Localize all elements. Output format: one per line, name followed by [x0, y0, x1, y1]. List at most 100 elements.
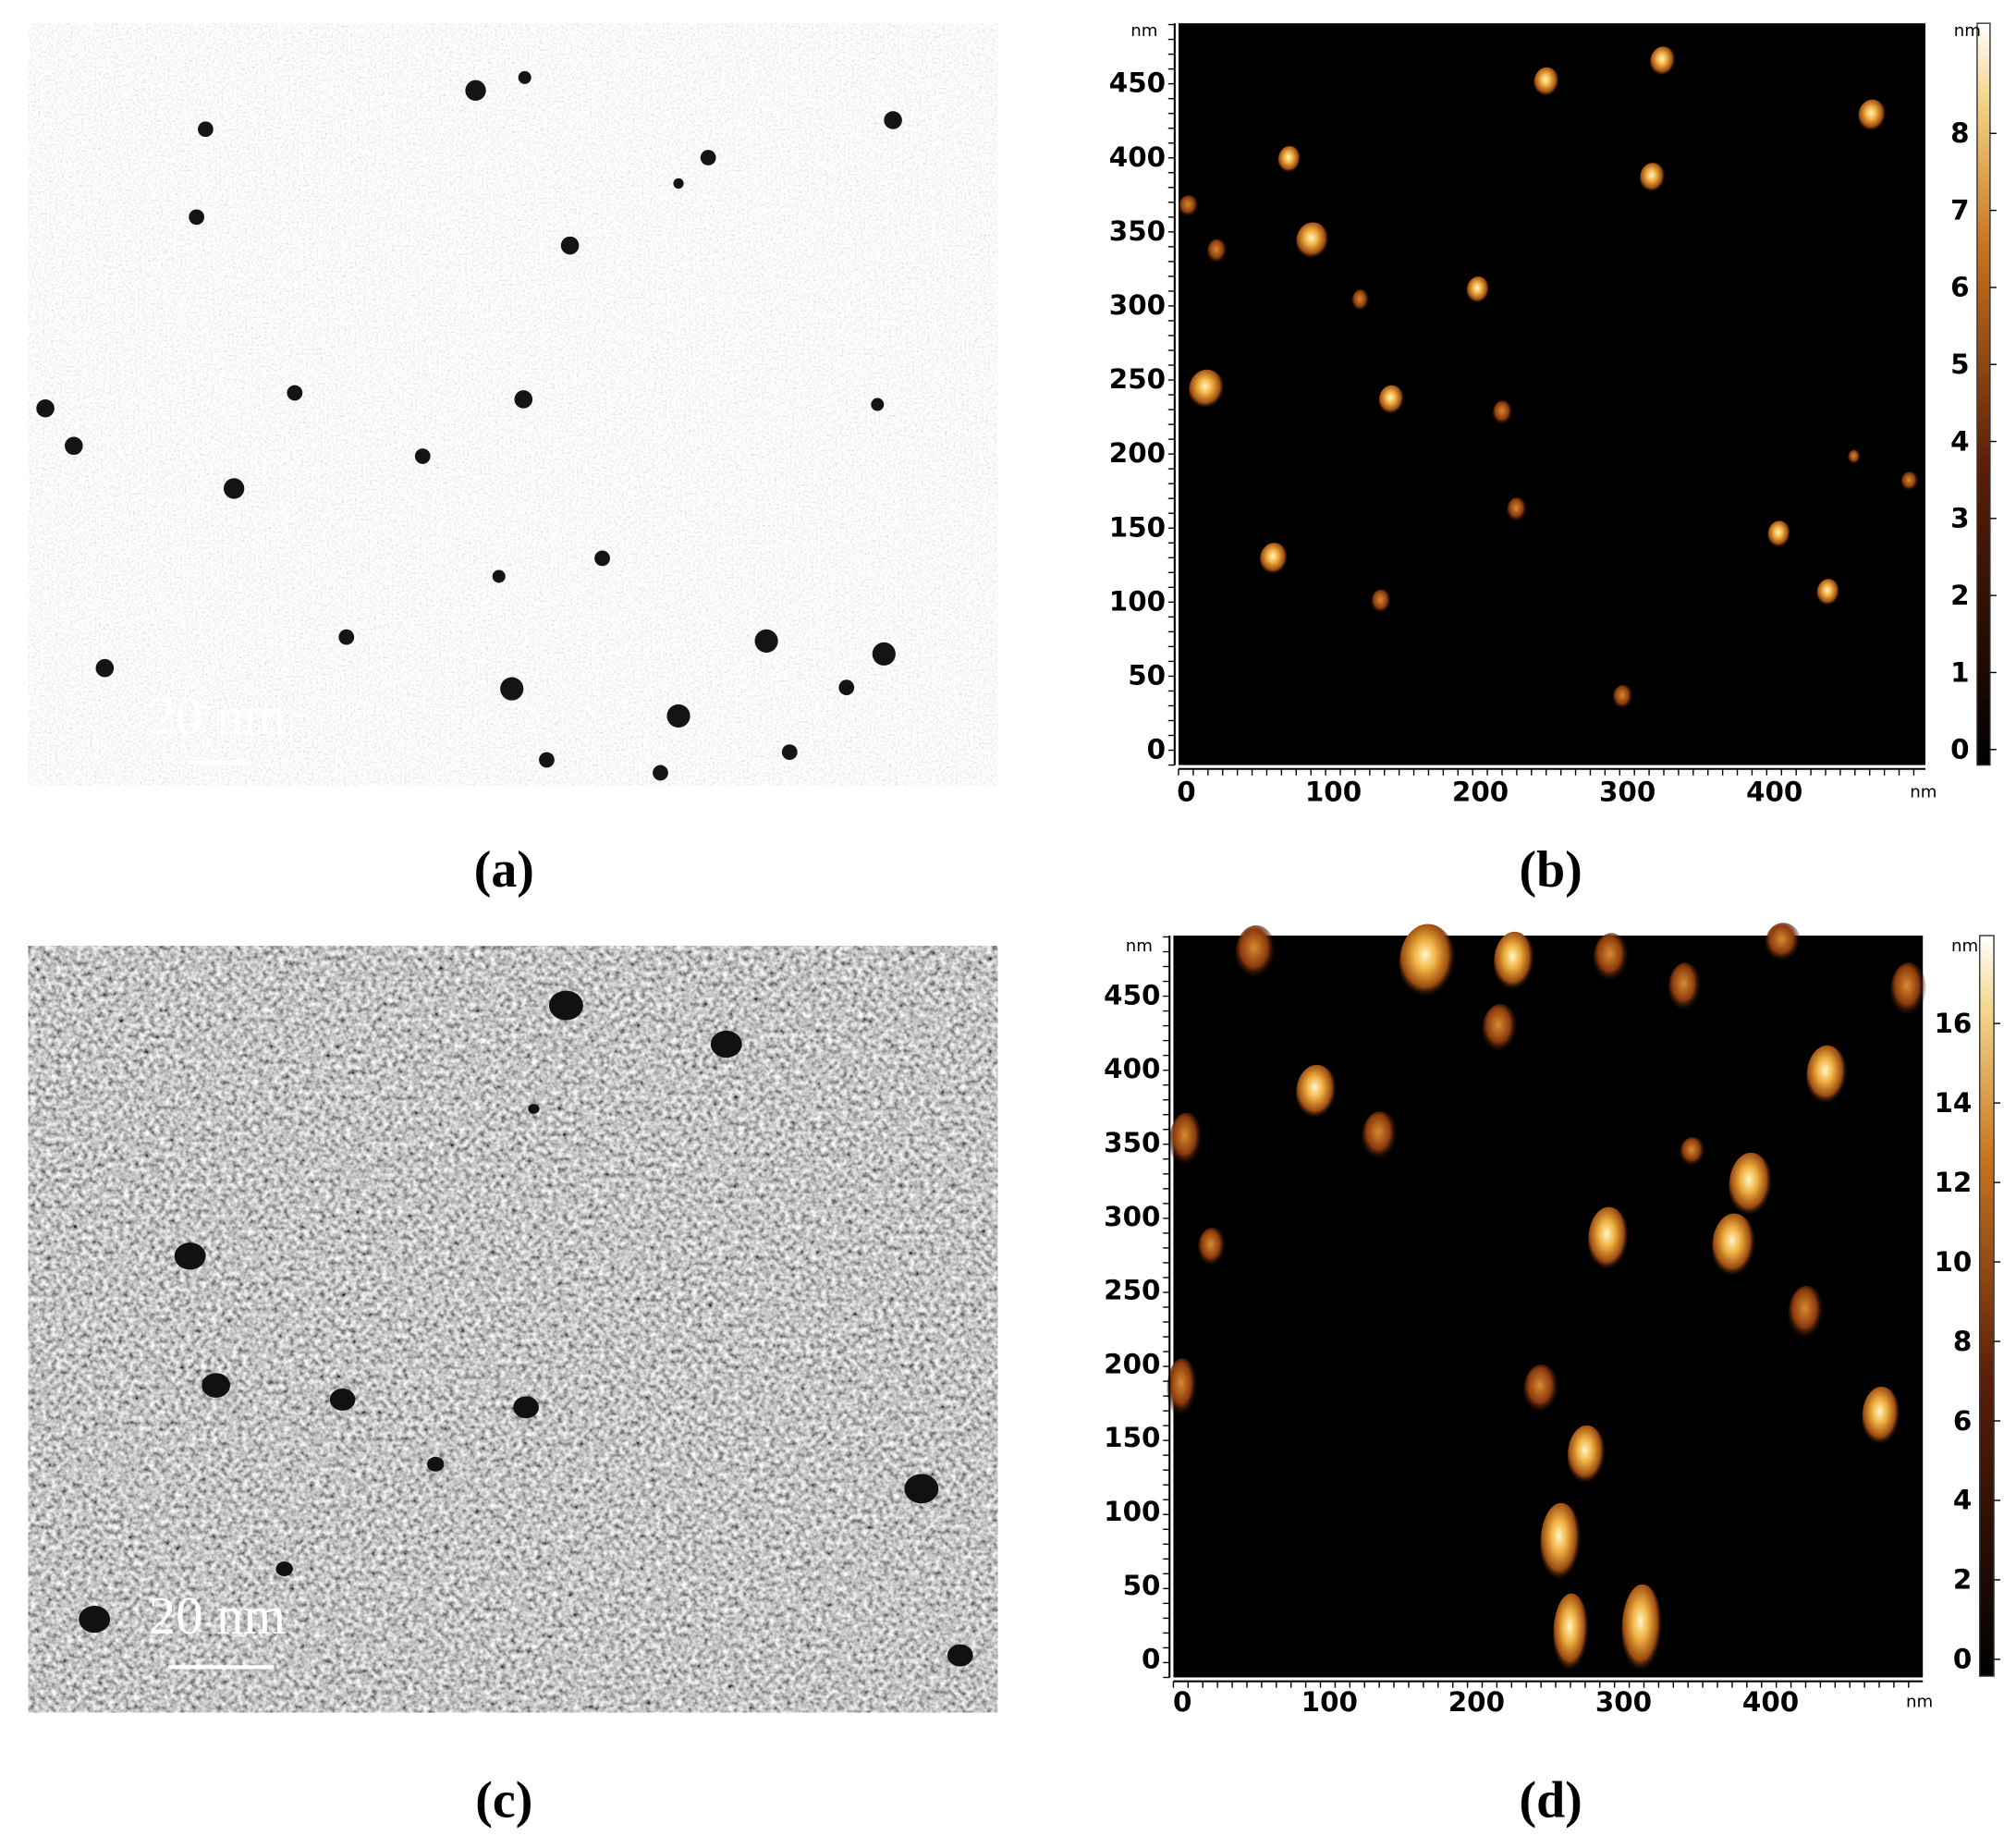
particle [1167, 1358, 1198, 1421]
tem-image [28, 23, 998, 786]
scale-bar-label: 20 nm [149, 1585, 286, 1646]
particle [528, 1104, 540, 1114]
particle [518, 70, 531, 84]
colorbar-tick-label: 3 [1950, 503, 1969, 534]
particle [198, 121, 214, 138]
particle [1235, 924, 1277, 983]
y-tick-label: 200 [1104, 1348, 1160, 1379]
particle [1765, 923, 1802, 964]
particle [1371, 589, 1392, 616]
y-tick-label: 100 [1104, 1496, 1160, 1527]
colorbar-tick-label: 8 [1950, 117, 1969, 149]
particle [1189, 369, 1226, 411]
colorbar-tick-label: 0 [1950, 734, 1969, 765]
particle [1206, 239, 1228, 265]
x-tick-label: 400 [1746, 777, 1802, 808]
particle [287, 385, 303, 401]
particle [1169, 1112, 1203, 1170]
x-tick-label: 200 [1452, 777, 1509, 808]
particle [754, 629, 778, 653]
particle [1179, 195, 1200, 219]
x-tick-label: 200 [1448, 1686, 1505, 1718]
particle [1621, 1584, 1664, 1678]
particle [1197, 1228, 1227, 1269]
particle [1858, 99, 1888, 133]
particle [560, 236, 580, 255]
particles [79, 990, 973, 1667]
particle [36, 398, 55, 418]
particle [1296, 1064, 1338, 1122]
particle [1523, 1365, 1560, 1417]
y-tick-label: 250 [1104, 1275, 1160, 1306]
colorbar-tick-label: 12 [1934, 1167, 1972, 1198]
particle [1588, 1206, 1630, 1275]
particle [1567, 1425, 1607, 1487]
particle [872, 642, 896, 666]
particle [666, 704, 690, 728]
colorbar-tick-label: 8 [1953, 1326, 1972, 1357]
particle [904, 1474, 939, 1504]
colorbar-tick-label: 16 [1934, 1008, 1972, 1039]
particle [223, 478, 245, 499]
y-tick-label: 250 [1109, 363, 1166, 395]
y-tick-label: 50 [1123, 1570, 1161, 1601]
particle [1507, 497, 1528, 524]
particle [65, 436, 83, 456]
particle [1296, 222, 1330, 262]
colorbar [1976, 22, 1991, 766]
colorbar-tick-label: 10 [1934, 1246, 1972, 1278]
y-tick-label: 150 [1109, 511, 1166, 543]
particle [1816, 579, 1840, 608]
colorbar-tick-label: 1 [1950, 656, 1969, 688]
particle [1593, 933, 1630, 985]
particle [414, 448, 431, 464]
particle [1277, 145, 1301, 175]
panel-label: (c) [475, 1771, 532, 1829]
colorbar-tick-label: 14 [1934, 1087, 1972, 1119]
particle [781, 744, 798, 760]
y-tick-label: 400 [1104, 1053, 1160, 1084]
panel-label: (a) [474, 841, 534, 899]
particles [1179, 46, 1920, 711]
colorbar-tick-label: 7 [1950, 194, 1969, 226]
y-tick-label: 450 [1104, 979, 1160, 1010]
particle [95, 658, 115, 678]
particle [465, 80, 486, 102]
particle [189, 209, 205, 226]
particle [1399, 924, 1457, 1002]
colorbar-unit: nm [1951, 936, 1978, 956]
particle [838, 679, 855, 696]
particle [1650, 46, 1677, 78]
particle [871, 398, 885, 411]
afm-image [1179, 23, 1926, 765]
y-tick-label: 350 [1109, 215, 1166, 247]
colorbar-tick-label: 6 [1953, 1405, 1972, 1437]
particle [514, 390, 533, 409]
y-unit: nm [1130, 21, 1157, 41]
particle [1612, 684, 1634, 711]
y-tick-label: 400 [1109, 141, 1166, 173]
colorbar-tick-label: 4 [1953, 1485, 1972, 1516]
y-tick-label: 300 [1109, 289, 1166, 321]
particle [673, 177, 684, 190]
particle [1712, 1213, 1756, 1281]
particle [1767, 520, 1791, 550]
particle [1553, 1593, 1590, 1677]
particle [1362, 1111, 1399, 1164]
y-tick-label: 50 [1128, 659, 1166, 691]
particle [947, 1644, 973, 1667]
particle [1466, 276, 1490, 305]
particle [884, 111, 902, 129]
particle [329, 1388, 356, 1411]
particle [1862, 1386, 1901, 1450]
x-tick-label: 100 [1301, 1686, 1358, 1718]
y-tick-label: 200 [1109, 437, 1166, 469]
x-tick-label: 300 [1599, 777, 1656, 808]
particle [1729, 1152, 1774, 1220]
particle [1492, 400, 1514, 427]
y-tick-label: 450 [1109, 67, 1166, 99]
particle [513, 1396, 539, 1419]
y-unit: nm [1126, 936, 1153, 956]
particle [653, 765, 668, 781]
particles [36, 70, 902, 781]
